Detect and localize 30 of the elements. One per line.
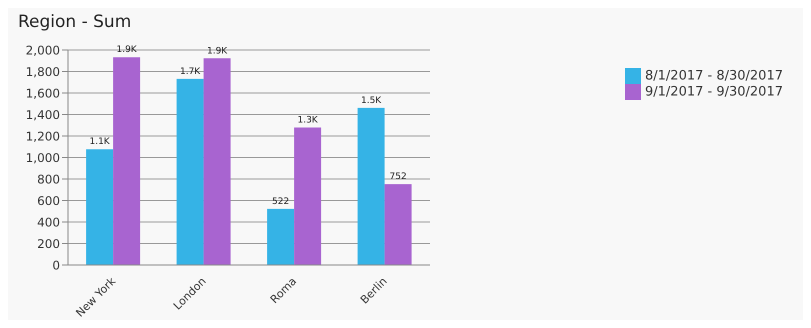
y-tick-label: 800 (37, 172, 60, 186)
data-label: 522 (272, 196, 290, 207)
chart-title: Region - Sum (18, 12, 132, 32)
y-tick-label: 1,800 (26, 64, 60, 79)
legend-label: 9/1/2017 - 9/30/2017 (645, 84, 783, 100)
bar (204, 58, 231, 265)
bar (113, 57, 140, 265)
bar (294, 128, 322, 265)
y-tick-label: 1,400 (26, 108, 60, 122)
y-tick-label: 400 (37, 215, 60, 230)
y-tick-label: 200 (37, 236, 60, 251)
y-tick-label: 1,600 (26, 86, 60, 100)
data-label: 1.9K (206, 46, 228, 56)
bar (176, 78, 204, 265)
y-tick-label: 1,200 (26, 129, 60, 144)
legend-label: 8/1/2017 - 8/30/2017 (645, 68, 783, 84)
data-label: 1.7K (180, 66, 202, 77)
data-label: 1.1K (89, 137, 111, 148)
data-label: 752 (390, 172, 407, 182)
data-label: 1.5K (360, 96, 382, 106)
bar (267, 208, 294, 265)
bar (384, 184, 412, 265)
y-tick-label: 600 (37, 194, 60, 208)
y-tick-label: 2,000 (26, 43, 60, 58)
y-tick-label: 0 (52, 258, 60, 272)
data-label: 1.9K (116, 45, 138, 56)
bar (358, 108, 385, 265)
y-tick-label: 1,000 (26, 150, 60, 165)
data-label: 1.3K (297, 116, 319, 126)
bar (86, 149, 114, 265)
